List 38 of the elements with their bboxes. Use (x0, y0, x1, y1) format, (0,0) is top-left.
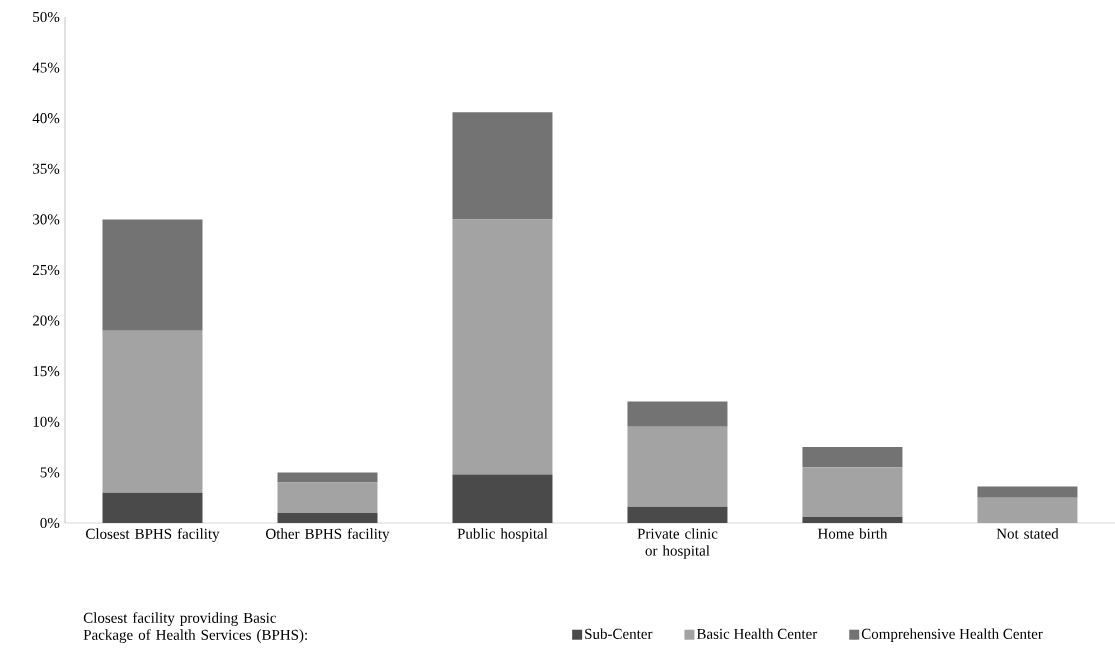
x-tick-label: Closest BPHS facility (86, 528, 220, 542)
legend-label: Basic Health Center (696, 628, 818, 639)
legend-label: Sub-Center (585, 628, 653, 639)
y-tick-label: 15% (33, 366, 60, 377)
x-tick-label: Other BPHS facility (266, 528, 390, 542)
bar (102, 219, 203, 331)
y-tick-label: 0% (40, 517, 60, 529)
bar (627, 401, 728, 427)
y-tick-label: 30% (33, 214, 60, 225)
y-tick-label: 5% (40, 467, 60, 478)
bar (452, 219, 553, 475)
x-tick-label: Public hospital (457, 528, 548, 542)
bar (102, 330, 203, 493)
y-tick-label: 50% (33, 11, 60, 23)
bar (627, 506, 728, 523)
bar (102, 492, 203, 523)
bar (627, 426, 728, 507)
x-tick-label: Home birth (817, 528, 888, 539)
bar (452, 474, 553, 523)
bar (277, 472, 378, 483)
y-tick-label: 35% (33, 163, 60, 174)
bar (277, 482, 378, 513)
bar (452, 112, 553, 220)
y-tick-label: 40% (32, 113, 60, 124)
legend-label: Comprehensive Health Center (861, 628, 1043, 642)
bar (802, 447, 903, 468)
bar (802, 467, 903, 517)
bar (277, 512, 378, 523)
legend-title: Closest facility providing Basic Package of Health Services (BPHS): (83, 612, 307, 643)
y-tick-label: 20% (32, 315, 60, 326)
bar (802, 516, 903, 523)
y-tick-label: 45% (32, 62, 60, 73)
bar (977, 486, 1078, 498)
y-tick-label: 10% (33, 416, 60, 427)
x-tick-label: Not stated (996, 528, 1059, 539)
x-tick-label: Private clinic or hospital (637, 528, 718, 559)
y-tick-label: 25% (32, 264, 60, 276)
bar (977, 497, 1078, 523)
